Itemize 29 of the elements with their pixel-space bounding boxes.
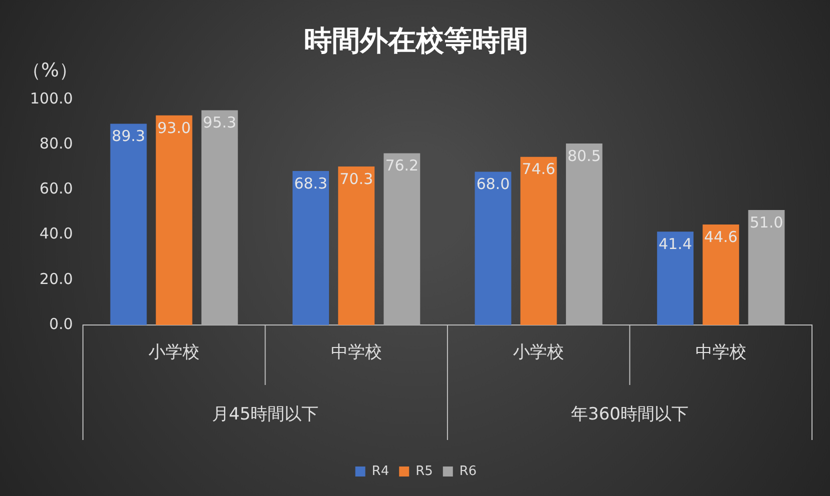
- data-label: 89.3: [112, 127, 146, 146]
- data-label: 70.3: [340, 170, 374, 188]
- x-tick-label: 小学校: [148, 342, 200, 363]
- y-tick-label: 0.0: [49, 314, 73, 333]
- y-tick-label: 40.0: [40, 224, 73, 243]
- y-axis-title: （%）: [22, 60, 78, 82]
- data-label: 74.6: [522, 160, 556, 178]
- y-tick-label: 20.0: [40, 270, 73, 288]
- data-label: 68.3: [294, 174, 328, 192]
- text: 月45時間以下: [212, 404, 319, 424]
- legend-label: R6: [459, 464, 477, 479]
- x-tick-label: 中学校: [330, 342, 382, 363]
- y-tick-label: 60.0: [40, 180, 73, 198]
- y-tick-label: 100.0: [30, 89, 73, 108]
- y-tick-label: 80.0: [40, 134, 73, 153]
- data-label: 41.4: [658, 235, 692, 254]
- data-label: 95.3: [202, 114, 236, 132]
- text: 年360時間以下: [571, 404, 688, 424]
- x-tick-label: 中学校: [695, 342, 746, 363]
- data-label: 93.0: [157, 118, 191, 137]
- x-tick-label: 小学校: [513, 342, 564, 363]
- data-label: 80.5: [567, 146, 601, 165]
- chart-title: 時間外在校等時間: [304, 24, 528, 58]
- data-label: 76.2: [385, 156, 419, 175]
- data-label: 51.0: [750, 213, 784, 232]
- legend-label: R5: [416, 464, 433, 479]
- data-label: 68.0: [476, 175, 510, 194]
- legend-label: R4: [372, 464, 390, 479]
- data-label: 44.6: [704, 228, 738, 246]
